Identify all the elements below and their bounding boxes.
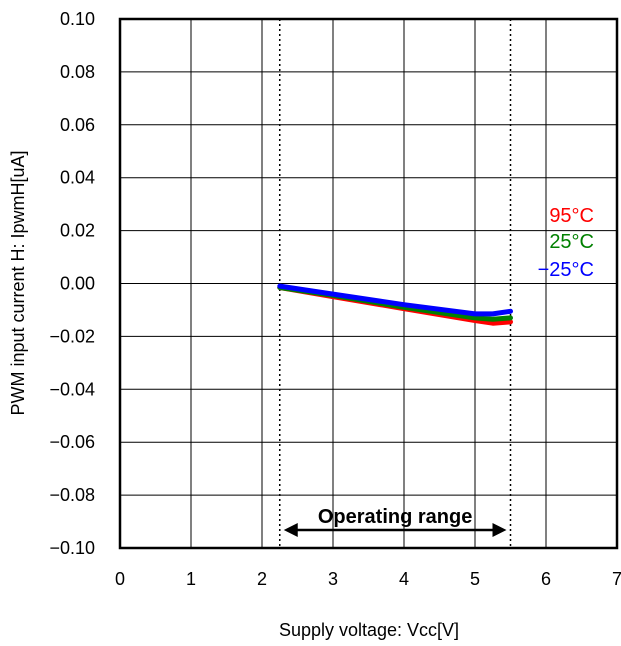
x-tick-label: 5	[470, 569, 480, 589]
y-tick-label: 0.00	[60, 274, 95, 294]
y-tick-label: 0.04	[60, 168, 95, 188]
range-arrow-right-head	[492, 523, 507, 537]
plot-border	[118, 17, 619, 550]
y-tick-label: −0.08	[49, 485, 95, 505]
operating-range: Operating range	[279, 19, 512, 548]
x-tick-label: 7	[612, 569, 621, 589]
range-arrow-left-head	[283, 523, 298, 537]
x-axis-label: Supply voltage: Vcc[V]	[279, 620, 459, 640]
y-axis-label: PWM input current H: IpwmH[uA]	[8, 150, 28, 415]
y-tick-label: −0.04	[49, 379, 95, 399]
x-tick-label: 1	[186, 569, 196, 589]
x-tick-label: 2	[257, 569, 267, 589]
y-tick-label: 0.10	[60, 9, 95, 29]
y-tick-label: 0.02	[60, 221, 95, 241]
y-tick-label: −0.06	[49, 432, 95, 452]
legend-label-2: −25°C	[538, 259, 594, 281]
y-tick-label: 0.08	[60, 62, 95, 82]
plot-frame	[118, 17, 619, 550]
x-tick-label: 3	[328, 569, 338, 589]
legend-label-0: 95°C	[549, 205, 594, 227]
grid	[120, 19, 617, 548]
x-tick-label: 4	[399, 569, 409, 589]
range-label: Operating range	[318, 506, 472, 528]
y-tick-label: 0.06	[60, 115, 95, 135]
series-group	[277, 283, 513, 326]
y-tick-label: −0.10	[49, 538, 95, 558]
tick-labels: 0 1 2 3 4 5 6 7 0.10 0.08 0.06 0.04 0.02 0.00 −0.02 −0.…	[49, 9, 621, 589]
legend: 95°C 25°C −25°C	[538, 205, 594, 281]
series-line-2	[277, 283, 513, 317]
legend-label-1: 25°C	[549, 231, 594, 253]
x-tick-label: 0	[115, 569, 125, 589]
y-tick-label: −0.02	[49, 326, 95, 346]
x-tick-label: 6	[541, 569, 551, 589]
